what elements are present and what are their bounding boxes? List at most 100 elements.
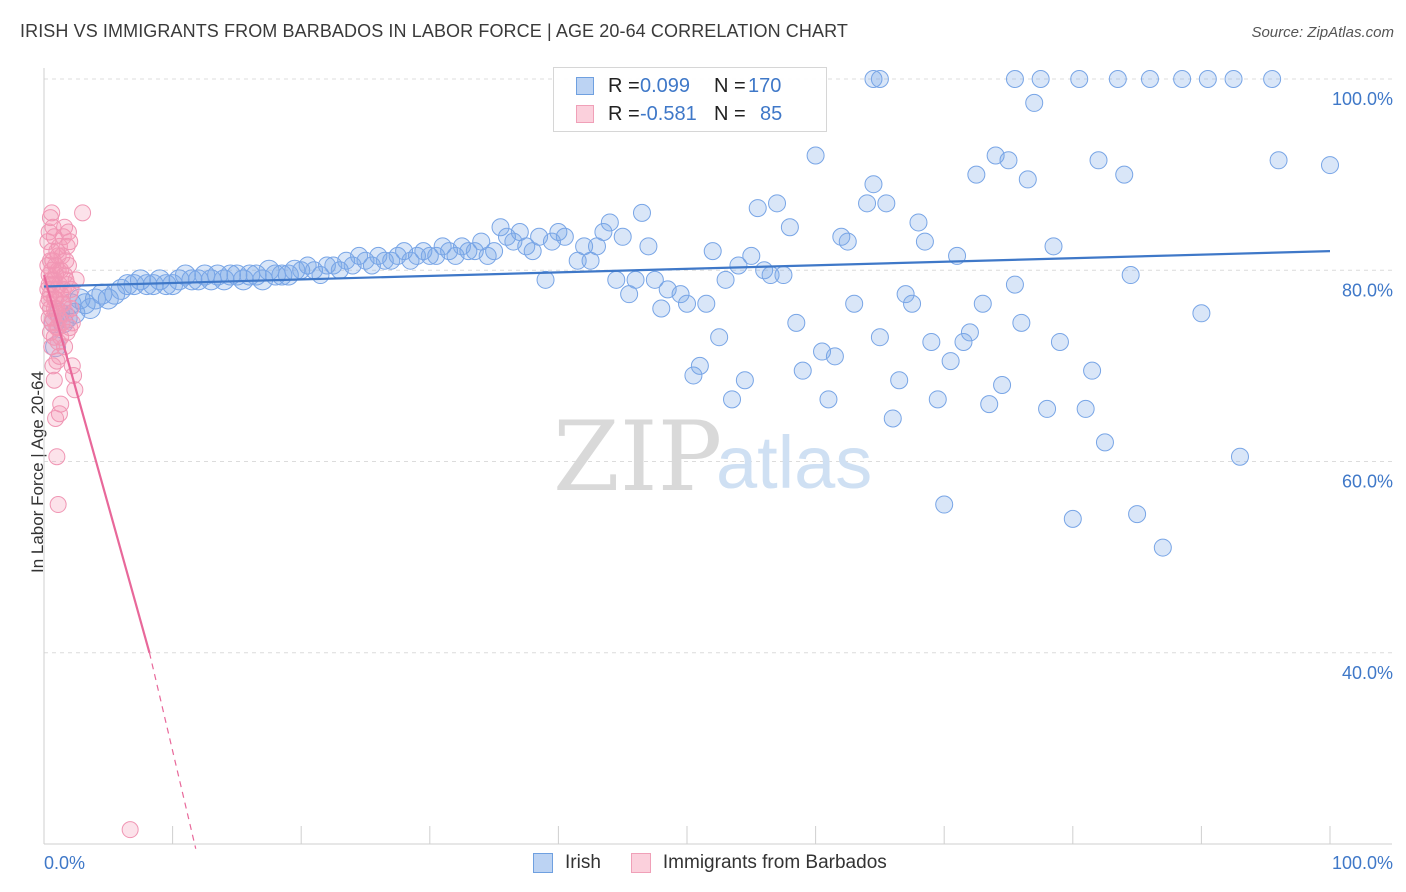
irish-point: [1192, 304, 1211, 323]
grid-lines: [44, 78, 1392, 654]
barbados-point: [58, 237, 76, 255]
irish-point: [870, 70, 889, 88]
irish-point: [748, 199, 767, 218]
irish-point: [1089, 151, 1108, 170]
irish-point: [710, 328, 729, 347]
irish-point: [787, 313, 806, 332]
irish-point: [941, 352, 960, 371]
barbados-point: [43, 204, 61, 222]
r-value: -0.581: [640, 102, 697, 125]
irish-point: [870, 328, 889, 347]
chart-title: IRISH VS IMMIGRANTS FROM BARBADOS IN LAB…: [20, 21, 848, 41]
irish-point: [1140, 70, 1159, 88]
barbados-point: [45, 228, 63, 246]
irish-point: [671, 285, 690, 304]
irish-point: [742, 246, 761, 265]
irish-point: [915, 232, 934, 251]
irish-point: [928, 390, 947, 409]
irish-point: [1115, 165, 1134, 184]
y-tick-label: 60.0%: [1342, 472, 1393, 492]
irish-point: [639, 237, 658, 256]
watermark: ZIP atlas: [553, 401, 872, 513]
legend-item-barbados[interactable]: Immigrants from Barbados: [630, 852, 887, 874]
barbados-point: [49, 496, 67, 514]
watermark-atlas: atlas: [716, 421, 872, 504]
irish-point: [825, 347, 844, 366]
stats-legend: R = 0.099 N = 170 R = -0.581 N = 85: [553, 67, 827, 132]
x-tick-label: 0.0%: [44, 853, 85, 873]
stats-legend-row-irish: R = 0.099 N = 170: [576, 72, 781, 100]
irish-point: [459, 242, 478, 261]
irish-point: [864, 175, 883, 194]
irish-point: [1018, 170, 1037, 189]
irish-point: [716, 270, 735, 289]
irish-point: [723, 390, 742, 409]
irish-point: [1076, 399, 1095, 418]
y-tick-label: 100.0%: [1332, 89, 1393, 109]
r-label: R =: [608, 74, 640, 97]
irish-point: [1070, 70, 1089, 88]
irish-point: [79, 298, 101, 319]
irish-point: [864, 70, 883, 88]
irish-point: [903, 294, 922, 313]
series-legend: Irish Immigrants from Barbados: [533, 852, 917, 874]
irish-point: [684, 366, 703, 385]
barbados-point: [48, 352, 66, 370]
r-label: R =: [608, 102, 640, 125]
barbados-point: [43, 242, 61, 260]
irish-point: [922, 332, 941, 351]
barbados-point: [63, 314, 81, 332]
n-value: 170: [748, 74, 782, 97]
irish-point: [420, 246, 439, 265]
x-tick-label: 100.0%: [1332, 853, 1393, 873]
barbados-point: [67, 271, 85, 289]
irish-point: [594, 223, 613, 241]
legend-item-irish[interactable]: Irish: [533, 852, 601, 874]
irish-point: [1044, 237, 1063, 256]
irish-point: [1005, 70, 1024, 88]
irish-point: [155, 274, 177, 296]
irish-point: [1321, 156, 1339, 175]
irish-trend-line: [43, 250, 1331, 288]
irish-point: [768, 194, 787, 213]
tick-labels: 40.0% 60.0% 80.0% 100.0% 0.0% 100.0%: [44, 89, 1393, 873]
barbados-swatch: [576, 105, 594, 123]
irish-point: [948, 246, 967, 265]
irish-point: [993, 376, 1012, 394]
irish-point: [1198, 70, 1217, 88]
axes: [43, 68, 1392, 845]
irish-point: [607, 270, 626, 289]
irish-point: [1108, 70, 1127, 88]
r-value: 0.099: [640, 74, 691, 97]
barbados-point: [74, 204, 92, 222]
irish-point: [845, 294, 864, 313]
irish-point: [999, 151, 1018, 170]
legend-label-irish: Irish: [565, 852, 601, 873]
watermark-zip: ZIP: [553, 401, 722, 513]
legend-label-barbados: Immigrants from Barbados: [662, 852, 887, 873]
irish-point: [1083, 361, 1102, 380]
irish-point: [678, 294, 696, 313]
barbados-point: [52, 395, 70, 413]
irish-point: [181, 269, 203, 291]
chart-source: Source: ZipAtlas.com: [1251, 24, 1394, 41]
irish-point: [219, 264, 241, 286]
barbados-point: [48, 242, 66, 260]
barbados-point: [61, 233, 79, 251]
irish-point: [491, 218, 510, 237]
barbados-trend-line: [42, 274, 151, 654]
barbados-trend-extension: [148, 652, 197, 849]
irish-point: [896, 285, 915, 304]
irish-point: [1121, 266, 1140, 285]
irish-point: [1038, 399, 1057, 418]
irish-point: [1095, 433, 1114, 452]
irish-point: [690, 356, 709, 375]
irish-point: [703, 242, 722, 261]
irish-point: [1050, 332, 1069, 351]
barbados-point: [47, 256, 65, 274]
irish-point: [729, 256, 748, 275]
irish-point: [980, 395, 999, 414]
y-tick-label: 40.0%: [1342, 663, 1393, 683]
irish-point: [1230, 447, 1249, 466]
